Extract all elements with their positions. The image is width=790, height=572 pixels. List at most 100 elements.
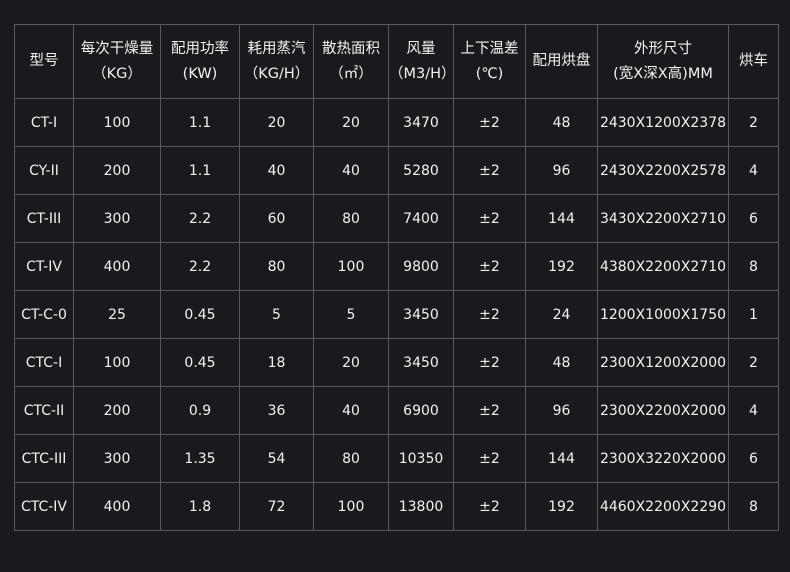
table-cell: 200 [73,146,161,195]
table-row: CT-C-0 25 0.45 5 5 3450 ±2 24 1200X1000X1750 1 [14,290,779,339]
table-cell: 3450 [388,338,454,387]
table-cell: 54 [239,434,314,483]
table-cell: 20 [313,98,389,147]
column-title: 配用功率 [171,40,229,57]
column-unit: (宽X深X高)MM [613,65,713,82]
table-cell: 1.1 [160,146,240,195]
column-unit: （㎡） [329,65,373,82]
table-cell: 1.35 [160,434,240,483]
table-cell: ±2 [453,242,526,291]
table-cell: 200 [73,386,161,435]
table-cell: 6 [728,194,779,243]
table-cell: 9800 [388,242,454,291]
table-cell: 8 [728,482,779,531]
column-header: 上下温差 (℃) [453,24,526,99]
table-cell: 3430X2200X2710 [597,194,729,243]
table-cell: 25 [73,290,161,339]
table-row: CT-I 100 1.1 20 20 3470 ±2 48 2430X1200X2378 2 [14,98,779,147]
table-row: CT-IV 400 2.2 80 100 9800 ±2 192 4380X2200X2710 8 [14,242,779,291]
table-cell: 2 [728,98,779,147]
table-row: CTC-I 100 0.45 18 20 3450 ±2 48 2300X1200X2000 2 [14,338,779,387]
table-cell: CY-II [14,146,74,195]
table-cell: 96 [525,386,598,435]
table-cell: 4460X2200X2290 [597,482,729,531]
table-cell: 20 [239,98,314,147]
column-title: 每次干燥量 [80,40,154,57]
table-cell: 1.1 [160,98,240,147]
table-cell: ±2 [453,194,526,243]
table-cell: 8 [728,242,779,291]
table-cell: 1200X1000X1750 [597,290,729,339]
table-cell: 2 [728,338,779,387]
spec-table: 型号 每次干燥量 （KG） 配用功率 (KW) 耗用蒸汽 （KG/H） 散热面积 （㎡） 风量 （M… [14,24,779,531]
table-cell: ±2 [453,290,526,339]
table-cell: CTC-III [14,434,74,483]
table-cell: 100 [313,482,389,531]
table-cell: 40 [313,146,389,195]
table-cell: 7400 [388,194,454,243]
column-title: 外形尺寸 [634,40,692,57]
table-cell: 300 [73,434,161,483]
table-cell: 80 [313,194,389,243]
column-title: 上下温差 [460,40,519,57]
table-cell: 40 [313,386,389,435]
table-cell: 13800 [388,482,454,531]
column-unit: (℃) [475,65,504,82]
table-cell: 96 [525,146,598,195]
table-cell: 1.8 [160,482,240,531]
table-cell: 3450 [388,290,454,339]
column-unit: (KW) [182,65,218,82]
table-cell: 1 [728,290,779,339]
table-cell: CTC-I [14,338,74,387]
table-cell: 4 [728,386,779,435]
table-cell: 144 [525,434,598,483]
table-cell: 20 [313,338,389,387]
table-cell: 80 [239,242,314,291]
column-header: 烘车 [728,24,779,99]
table-cell: 2.2 [160,242,240,291]
column-unit: （M3/H） [389,65,456,82]
table-cell: CT-III [14,194,74,243]
table-cell: 5 [313,290,389,339]
table-cell: 2430X1200X2378 [597,98,729,147]
table-cell: ±2 [453,386,526,435]
table-cell: 4380X2200X2710 [597,242,729,291]
table-cell: ±2 [453,146,526,195]
table-cell: 400 [73,242,161,291]
column-header: 外形尺寸 (宽X深X高)MM [597,24,729,99]
table-cell: 36 [239,386,314,435]
column-title: 型号 [29,53,59,69]
table-row: CTC-IV 400 1.8 72 100 13800 ±2 192 4460X2200X229… [14,482,779,531]
table-cell: 300 [73,194,161,243]
column-title: 配用烘盘 [532,53,591,69]
table-cell: 2.2 [160,194,240,243]
table-cell: ±2 [453,98,526,147]
table-cell: 100 [73,338,161,387]
table-cell: CT-IV [14,242,74,291]
table-cell: 80 [313,434,389,483]
column-header: 配用功率 (KW) [160,24,240,99]
table-cell: 48 [525,98,598,147]
column-header: 风量 （M3/H） [388,24,456,99]
table-cell: 2300X3220X2000 [597,434,729,483]
table-cell: 0.9 [160,386,240,435]
column-unit: （KG/H） [243,65,310,82]
table-cell: 400 [73,482,161,531]
table-cell: 192 [525,242,598,291]
column-header: 配用烘盘 [525,24,598,99]
column-title: 散热面积 [322,40,380,57]
table-cell: 6900 [388,386,454,435]
table-cell: CTC-II [14,386,74,435]
table-cell: 72 [239,482,314,531]
table-cell: CT-I [14,98,74,147]
table-cell: 60 [239,194,314,243]
header-row: 型号 每次干燥量 （KG） 配用功率 (KW) 耗用蒸汽 （KG/H） 散热面积 （㎡） 风量 （M… [14,24,779,99]
table-cell: 6 [728,434,779,483]
table-cell: 100 [313,242,389,291]
table-row: CY-II 200 1.1 40 40 5280 ±2 96 2430X2200X2578 4 [14,146,779,195]
table-cell: 5280 [388,146,454,195]
column-header: 型号 [14,24,74,99]
table-cell: 2300X1200X2000 [597,338,729,387]
table-cell: 10350 [388,434,454,483]
table-cell: 2430X2200X2578 [597,146,729,195]
